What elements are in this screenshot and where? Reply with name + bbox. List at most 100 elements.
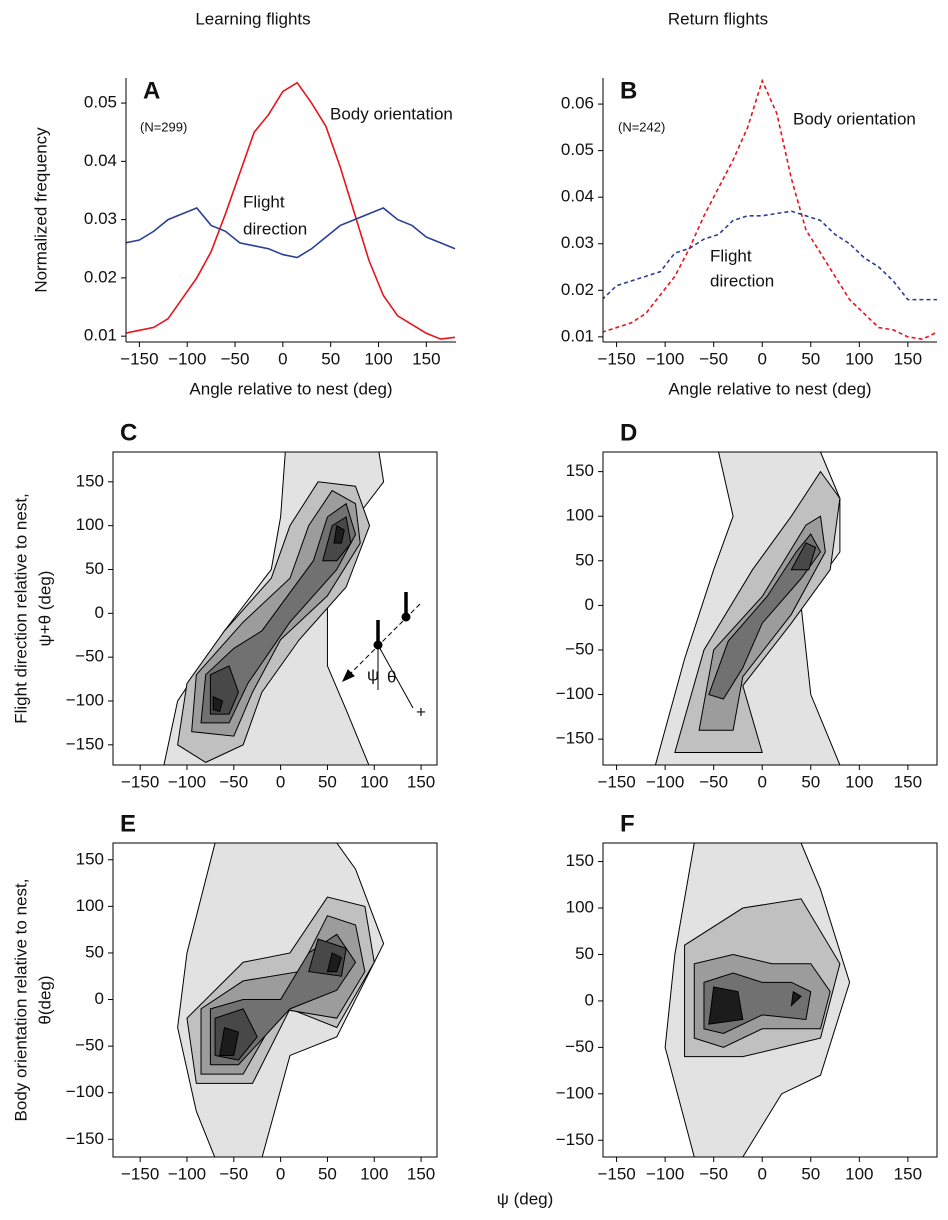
x-tick-label: −150 bbox=[597, 772, 635, 791]
y-tick-label: 0 bbox=[585, 595, 594, 614]
y-axis-label: Body orientation relative to nest, bbox=[11, 879, 30, 1122]
x-tick-label: 50 bbox=[801, 349, 820, 368]
y-tick-label: −100 bbox=[66, 690, 104, 709]
y-tick-label: 0.03 bbox=[561, 233, 594, 252]
series-line bbox=[126, 81, 456, 340]
x-tick-label: −50 bbox=[219, 772, 248, 791]
y-tick-label: 150 bbox=[76, 849, 104, 868]
contour-region bbox=[212, 695, 224, 713]
x-tick-label: 0 bbox=[757, 349, 766, 368]
column-title: Learning flights bbox=[195, 9, 310, 28]
y-tick-label: −50 bbox=[75, 1036, 104, 1055]
y-tick-label: 0 bbox=[95, 989, 104, 1008]
contour-region bbox=[219, 1026, 240, 1056]
y-axis-label: Flight direction relative to nest, bbox=[11, 493, 30, 724]
y-tick-label: 150 bbox=[76, 471, 104, 490]
contour-region bbox=[200, 502, 357, 724]
contour-region bbox=[708, 533, 822, 700]
plot-area bbox=[126, 81, 456, 340]
annotation: Body orientation bbox=[330, 104, 453, 123]
y-tick-label: 100 bbox=[566, 506, 594, 525]
x-tick-label: −150 bbox=[597, 349, 635, 368]
panel: −150 −100 −50 0 50 100 150 −150 −100 −50 0 50 100 150… bbox=[11, 419, 438, 791]
annotation: Body orientation bbox=[793, 109, 916, 128]
x-tick-label: 100 bbox=[360, 1164, 388, 1183]
y-tick-label: 100 bbox=[76, 896, 104, 915]
annotation: θ bbox=[387, 667, 396, 686]
x-tick-label: 50 bbox=[318, 1164, 337, 1183]
series-line bbox=[603, 78, 937, 341]
plot-area bbox=[163, 452, 385, 765]
x-tick-label: 0 bbox=[278, 349, 287, 368]
panel: −150 −100 −50 0 50 100 150 −150 −100 −50 0 50 100 150… bbox=[556, 419, 938, 791]
x-tick-label: −100 bbox=[646, 349, 684, 368]
y-tick-label: 150 bbox=[566, 851, 594, 870]
y-tick-label: −150 bbox=[556, 1130, 594, 1149]
y-tick-label: 0.04 bbox=[84, 151, 117, 170]
x-tick-label: −50 bbox=[219, 1164, 248, 1183]
column-title: Return flights bbox=[668, 9, 768, 28]
x-tick-label: 100 bbox=[845, 772, 873, 791]
y-tick-label: 0.01 bbox=[84, 326, 117, 345]
y-tick-label: 0 bbox=[95, 603, 104, 622]
panel-label: B bbox=[620, 77, 637, 104]
y-axis-label: θ(deg) bbox=[35, 975, 54, 1024]
panel-label: D bbox=[620, 419, 637, 446]
x-tick-label: 100 bbox=[364, 349, 392, 368]
y-tick-label: 50 bbox=[575, 550, 594, 569]
y-tick-label: −50 bbox=[565, 1037, 594, 1056]
x-tick-label: −150 bbox=[597, 1164, 635, 1183]
x-tick-label: 100 bbox=[845, 1164, 873, 1183]
annotation: (N=242) bbox=[618, 119, 665, 134]
panel: −150 −100 −50 0 50 100 150 0.01 0.02 0.03 0.04 0.05… bbox=[561, 77, 937, 398]
y-tick-label: 0.03 bbox=[84, 209, 117, 228]
panel-label: F bbox=[620, 810, 635, 837]
plot-area bbox=[177, 843, 385, 1157]
x-tick-label: 150 bbox=[894, 772, 922, 791]
panel: −150 −100 −50 0 50 100 150 −150 −100 −50 0 50 100 150… bbox=[11, 810, 438, 1183]
x-tick-label: 100 bbox=[845, 349, 873, 368]
y-tick-label: 100 bbox=[76, 515, 104, 534]
contour-region bbox=[333, 524, 345, 544]
x-tick-label: −100 bbox=[168, 349, 206, 368]
y-tick-label: −150 bbox=[556, 729, 594, 748]
panel-label: A bbox=[143, 77, 160, 104]
x-tick-label: 150 bbox=[407, 772, 435, 791]
series-line bbox=[603, 210, 937, 301]
frame bbox=[112, 451, 438, 766]
x-tick-label: −150 bbox=[121, 1164, 159, 1183]
x-tick-label: −150 bbox=[120, 349, 158, 368]
x-tick-label: −150 bbox=[121, 772, 159, 791]
contour-region bbox=[790, 542, 817, 571]
x-tick-label: 50 bbox=[321, 349, 340, 368]
x-tick-label: −50 bbox=[699, 1164, 728, 1183]
nest-line bbox=[377, 644, 414, 709]
panel: −150 −100 −50 0 50 100 150 0.01 0.02 0.03 0.04 0.05… bbox=[31, 77, 456, 398]
annotation: (N=299) bbox=[140, 119, 187, 134]
y-tick-label: 0.05 bbox=[84, 93, 117, 112]
frame bbox=[602, 451, 938, 766]
annotation: + bbox=[416, 702, 426, 721]
x-tick-label: −100 bbox=[168, 1164, 206, 1183]
annotation: direction bbox=[243, 219, 307, 238]
y-tick-label: −100 bbox=[66, 1082, 104, 1101]
annotation: Flight bbox=[243, 192, 285, 211]
y-tick-label: 50 bbox=[85, 559, 104, 578]
x-axis-label: Angle relative to nest (deg) bbox=[189, 379, 392, 398]
plot-area bbox=[654, 452, 841, 765]
contour-region bbox=[790, 990, 802, 1007]
y-tick-label: 100 bbox=[566, 898, 594, 917]
y-tick-label: 0.06 bbox=[561, 94, 594, 113]
x-axis-label: Angle relative to nest (deg) bbox=[668, 379, 871, 398]
plot-area bbox=[664, 843, 851, 1157]
annotation: direction bbox=[710, 271, 774, 290]
y-tick-label: −100 bbox=[556, 684, 594, 703]
y-tick-label: −150 bbox=[66, 734, 104, 753]
y-tick-label: 50 bbox=[85, 942, 104, 961]
y-tick-label: −150 bbox=[66, 1129, 104, 1148]
x-tick-label: 0 bbox=[757, 772, 766, 791]
x-tick-label: 150 bbox=[894, 349, 922, 368]
x-tick-label: −50 bbox=[699, 772, 728, 791]
